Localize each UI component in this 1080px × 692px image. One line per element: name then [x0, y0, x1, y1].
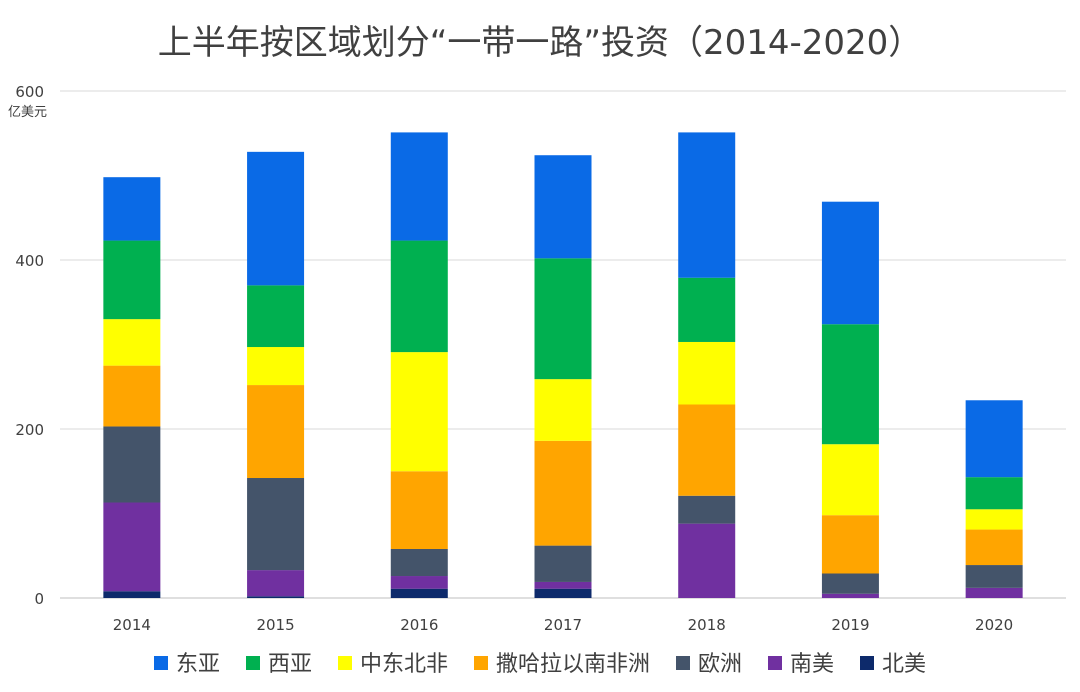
bar-segment [103, 319, 161, 366]
chart-title: 上半年按区域划分“一带一路”投资（2014-2020） [158, 23, 923, 63]
bar-segment [821, 324, 879, 445]
bar-segment [821, 444, 879, 516]
bar-segment [534, 379, 592, 441]
x-axis-ticks: 2014 2015 2016 2017 2018 2019 2020 [113, 616, 1013, 634]
legend-swatch [676, 656, 690, 670]
bar-segment [247, 570, 305, 597]
y-axis-ticks: 0 200 400 600 [15, 83, 44, 608]
legend-item: 北美 [860, 652, 926, 677]
bar-segment [247, 596, 305, 598]
legend-label: 中东北非 [360, 652, 448, 677]
bar-segment [965, 529, 1023, 566]
bar-segment [390, 352, 448, 472]
bar-segment [965, 587, 1023, 598]
y-tick-label: 0 [34, 590, 44, 608]
x-tick-label: 2019 [831, 616, 869, 634]
bar-segment [678, 404, 736, 496]
legend-swatch [474, 656, 488, 670]
legend-item: 西亚 [246, 652, 312, 677]
bar-segment [965, 565, 1023, 588]
bar-segment [821, 593, 879, 598]
y-tick-label: 400 [15, 252, 44, 270]
x-tick-label: 2016 [400, 616, 438, 634]
bar-segment [678, 132, 736, 278]
x-tick-label: 2018 [688, 616, 726, 634]
legend-item: 欧洲 [676, 652, 742, 677]
bar-segment [247, 347, 305, 386]
bar-segment [103, 240, 161, 320]
bar-segment [534, 588, 592, 598]
bars [103, 132, 1023, 598]
bar-segment [103, 177, 161, 241]
y-tick-label: 200 [15, 421, 44, 439]
legend-label: 西亚 [268, 652, 312, 677]
bar-segment [678, 523, 736, 598]
legend-item: 东亚 [154, 652, 220, 677]
bar-segment [247, 478, 305, 571]
legend-label: 东亚 [176, 652, 220, 677]
legend-label: 北美 [882, 652, 926, 677]
bar-segment [103, 426, 161, 503]
x-tick-label: 2015 [256, 616, 294, 634]
bar-segment [390, 576, 448, 589]
bar-segment [534, 581, 592, 589]
bar-segment [390, 132, 448, 241]
legend-label: 撒哈拉以南非洲 [496, 652, 650, 677]
legend-swatch [860, 656, 874, 670]
y-axis-unit-label: 亿美元 [8, 105, 47, 120]
bar-segment [965, 400, 1023, 478]
bar-segment [103, 502, 161, 592]
x-tick-label: 2020 [975, 616, 1013, 634]
legend-swatch [154, 656, 168, 670]
bar-segment [390, 548, 448, 577]
bar-segment [534, 545, 592, 582]
legend-swatch [768, 656, 782, 670]
legend-item: 撒哈拉以南非洲 [474, 652, 650, 677]
bar-segment [390, 240, 448, 353]
bar-segment [678, 495, 736, 524]
legend-label: 欧洲 [698, 652, 742, 677]
bar-segment [678, 341, 736, 405]
legend-item: 南美 [768, 652, 834, 677]
legend-swatch [338, 656, 352, 670]
bar-segment [390, 471, 448, 549]
bar-segment [247, 385, 305, 479]
x-tick-label: 2014 [113, 616, 151, 634]
legend-swatch [246, 656, 260, 670]
x-tick-label: 2017 [544, 616, 582, 634]
bar-segment [821, 201, 879, 325]
bar-segment [247, 285, 305, 348]
legend-label: 南美 [790, 652, 834, 677]
y-tick-label: 600 [15, 83, 44, 101]
bar-segment [247, 151, 305, 286]
bar-segment [534, 440, 592, 546]
bar-segment [965, 477, 1023, 510]
bar-segment [821, 573, 879, 594]
bar-segment [534, 155, 592, 259]
bar-segment [103, 591, 161, 598]
bar-segment [821, 515, 879, 574]
legend-item: 中东北非 [338, 652, 448, 677]
bar-segment [390, 588, 448, 598]
bar-segment [965, 509, 1023, 530]
bar-segment [678, 277, 736, 342]
bar-segment [534, 258, 592, 380]
bar-segment [103, 365, 161, 427]
legend: 东亚 西亚 中东北非 撒哈拉以南非洲 欧洲 南美 北美 [154, 652, 926, 677]
